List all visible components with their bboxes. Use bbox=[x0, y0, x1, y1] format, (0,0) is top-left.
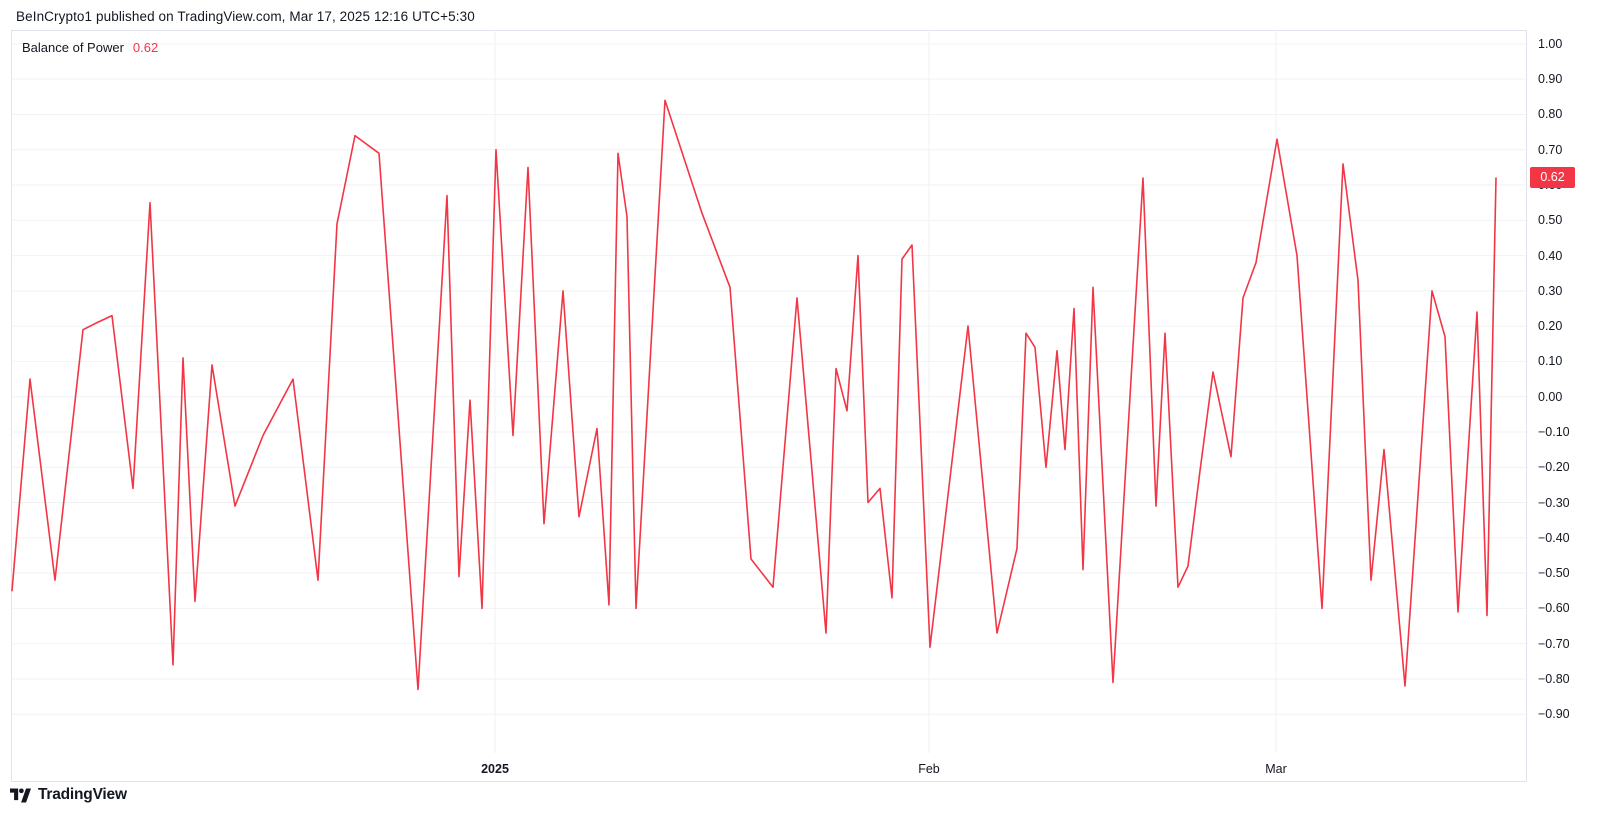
price-axis-label: 0.10 bbox=[1538, 354, 1563, 369]
attribution-text: BeInCrypto1 published on TradingView.com… bbox=[16, 9, 475, 24]
tradingview-logo-text: TradingView bbox=[38, 786, 127, 803]
price-axis-label: −0.40 bbox=[1538, 530, 1570, 545]
price-axis-label: −0.20 bbox=[1538, 460, 1570, 475]
price-axis-label: 0.40 bbox=[1538, 248, 1563, 263]
price-axis-label: −0.80 bbox=[1538, 671, 1570, 686]
price-axis-label: −0.50 bbox=[1538, 566, 1570, 581]
price-axis-label: −0.10 bbox=[1538, 424, 1570, 439]
price-axis-label: 0.90 bbox=[1538, 72, 1563, 87]
chart-pane-border bbox=[11, 30, 1527, 782]
time-axis-label: Mar bbox=[1265, 762, 1287, 776]
indicator-legend: Balance of Power 0.62 bbox=[22, 40, 158, 55]
price-axis-label: 1.00 bbox=[1538, 36, 1563, 51]
price-axis-label: 0.30 bbox=[1538, 283, 1563, 298]
time-axis-label: Feb bbox=[918, 762, 940, 776]
last-value-badge: 0.62 bbox=[1530, 167, 1575, 189]
price-axis-label: −0.70 bbox=[1538, 636, 1570, 651]
price-axis-label: −0.90 bbox=[1538, 707, 1570, 722]
price-axis-label: 0.20 bbox=[1538, 319, 1563, 334]
price-axis-label: 0.50 bbox=[1538, 213, 1563, 228]
price-axis-label: 0.70 bbox=[1538, 142, 1563, 157]
price-axis-label: 0.80 bbox=[1538, 107, 1563, 122]
price-axis-label: −0.60 bbox=[1538, 601, 1570, 616]
price-axis-label: 0.00 bbox=[1538, 389, 1563, 404]
tradingview-mark-icon bbox=[10, 787, 31, 804]
time-axis-label: 2025 bbox=[481, 762, 509, 776]
indicator-name: Balance of Power bbox=[22, 40, 124, 55]
price-axis-label: −0.30 bbox=[1538, 495, 1570, 510]
tradingview-logo[interactable]: TradingView bbox=[10, 786, 127, 804]
bop-line-series bbox=[11, 99, 1497, 691]
indicator-value: 0.62 bbox=[132, 40, 159, 55]
